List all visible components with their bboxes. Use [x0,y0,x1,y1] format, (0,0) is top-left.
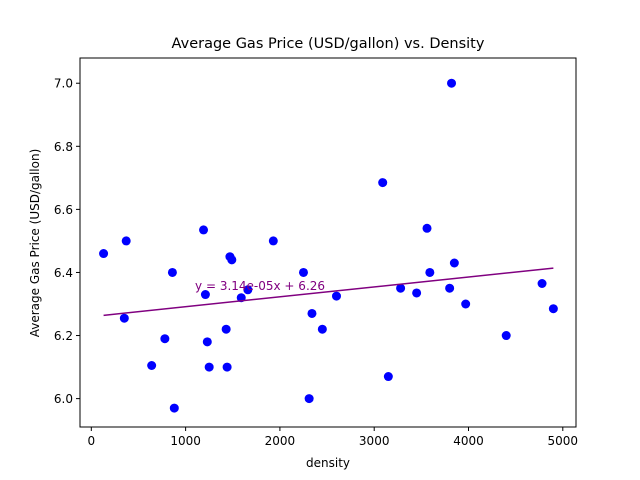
trendline-equation: y = 3.14e-05x + 6.26 [195,279,325,293]
data-point [204,362,214,372]
x-tick-label: 5000 [548,434,579,448]
data-point [121,236,131,246]
data-point [147,361,157,370]
data-point [169,403,179,413]
data-point [221,324,231,334]
data-point [501,331,511,341]
data-point [425,267,435,277]
x-tick-label: 3000 [359,434,390,448]
data-point [537,279,547,288]
data-point [317,324,327,334]
chart-title: Average Gas Price (USD/gallon) vs. Densi… [172,36,485,52]
data-point [331,291,341,301]
data-point [378,178,388,188]
data-point [202,337,212,347]
data-point [445,283,455,293]
data-point [307,308,317,318]
data-point [449,258,459,268]
x-axis-label: density [306,456,350,470]
data-point [243,285,253,295]
data-point [304,394,314,404]
plot-frame [79,57,577,428]
x-tick-label: 4000 [453,434,484,448]
y-tick-label: 6.4 [54,266,73,280]
data-point [199,225,209,235]
data-point [160,334,170,344]
data-point [222,362,232,372]
data-point [200,290,210,300]
x-tick-label: 0 [87,434,95,448]
trendline [103,267,554,317]
data-point [447,78,457,88]
x-tick-label: 2000 [265,434,296,448]
data-point [461,299,471,309]
y-tick-label: 6.2 [54,329,73,343]
data-point [422,223,432,233]
data-point [396,283,406,293]
data-point [412,288,422,298]
data-point [298,267,308,277]
y-tick-label: 7.0 [54,77,73,91]
data-point [268,236,278,246]
y-tick-label: 6.0 [54,392,73,406]
y-axis-label: Average Gas Price (USD/gallon) [28,149,42,338]
plot-area: 0 1000 2000 3000 4000 5000 6.0 6.2 6.4 6.6 6.8 7.0 y… [54,57,579,448]
data-point [167,267,177,277]
y-tick-label: 6.6 [54,203,73,217]
data-point [227,255,237,265]
data-point [548,304,558,314]
data-point [99,249,109,259]
x-tick-label: 1000 [170,434,201,448]
y-tick-label: 6.8 [54,140,73,154]
data-point [119,313,129,323]
data-point [383,372,393,382]
